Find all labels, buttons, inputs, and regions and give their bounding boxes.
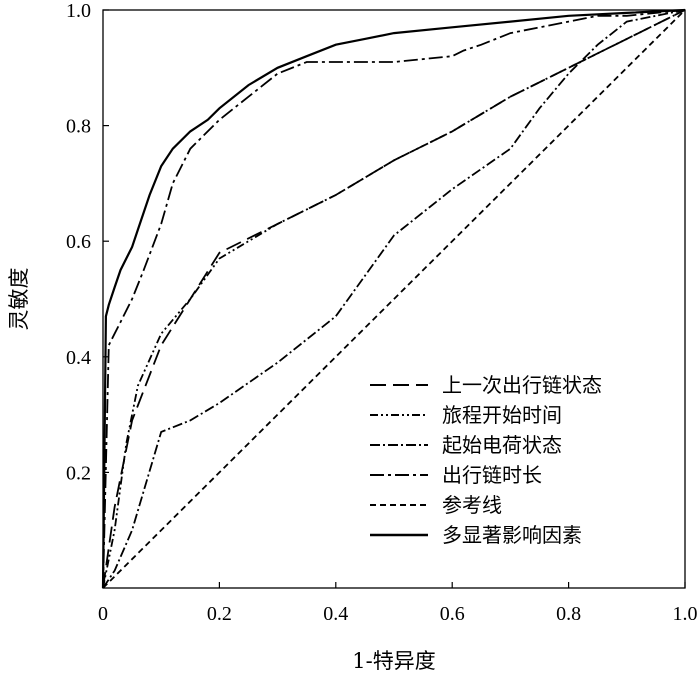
legend-label: 出行链时长 bbox=[442, 463, 542, 487]
series-line-1 bbox=[102, 9, 686, 589]
axis-ticks: 0 0.2 0.4 0.6 0.8 1.0 0.2 0.4 0.6 0.8 1.0 bbox=[66, 0, 698, 625]
series-line-3 bbox=[102, 9, 686, 589]
legend-label: 参考线 bbox=[442, 493, 502, 517]
x-tick-label: 0 bbox=[98, 603, 108, 625]
x-tick-label: 0.4 bbox=[323, 603, 348, 625]
y-tick-label: 0.8 bbox=[66, 116, 91, 138]
x-tick-label: 0.6 bbox=[440, 603, 465, 625]
legend-label: 旅程开始时间 bbox=[442, 403, 562, 427]
x-tick-label: 0.8 bbox=[556, 603, 581, 625]
x-tick-label: 0.2 bbox=[207, 603, 232, 625]
x-tick-label: 1.0 bbox=[673, 603, 698, 625]
series-line-5 bbox=[102, 9, 686, 589]
legend-label: 多显著影响因素 bbox=[442, 523, 582, 547]
y-axis-title: 灵敏度 bbox=[7, 268, 31, 331]
y-tick-label: 0.4 bbox=[66, 347, 91, 369]
series-layer bbox=[101, 8, 686, 589]
y-tick-label: 0.2 bbox=[66, 462, 91, 484]
series-line-6 bbox=[101, 8, 686, 589]
y-tick-label: 1.0 bbox=[66, 0, 91, 22]
legend-label: 起始电荷状态 bbox=[442, 433, 562, 457]
series-line-4 bbox=[102, 9, 686, 589]
y-tick-label: 0.6 bbox=[66, 231, 91, 253]
plot-frame bbox=[102, 9, 686, 589]
series-line-2 bbox=[102, 9, 686, 589]
legend-label: 上一次出行链状态 bbox=[442, 373, 602, 397]
x-axis-title: 1-特异度 bbox=[352, 649, 435, 673]
